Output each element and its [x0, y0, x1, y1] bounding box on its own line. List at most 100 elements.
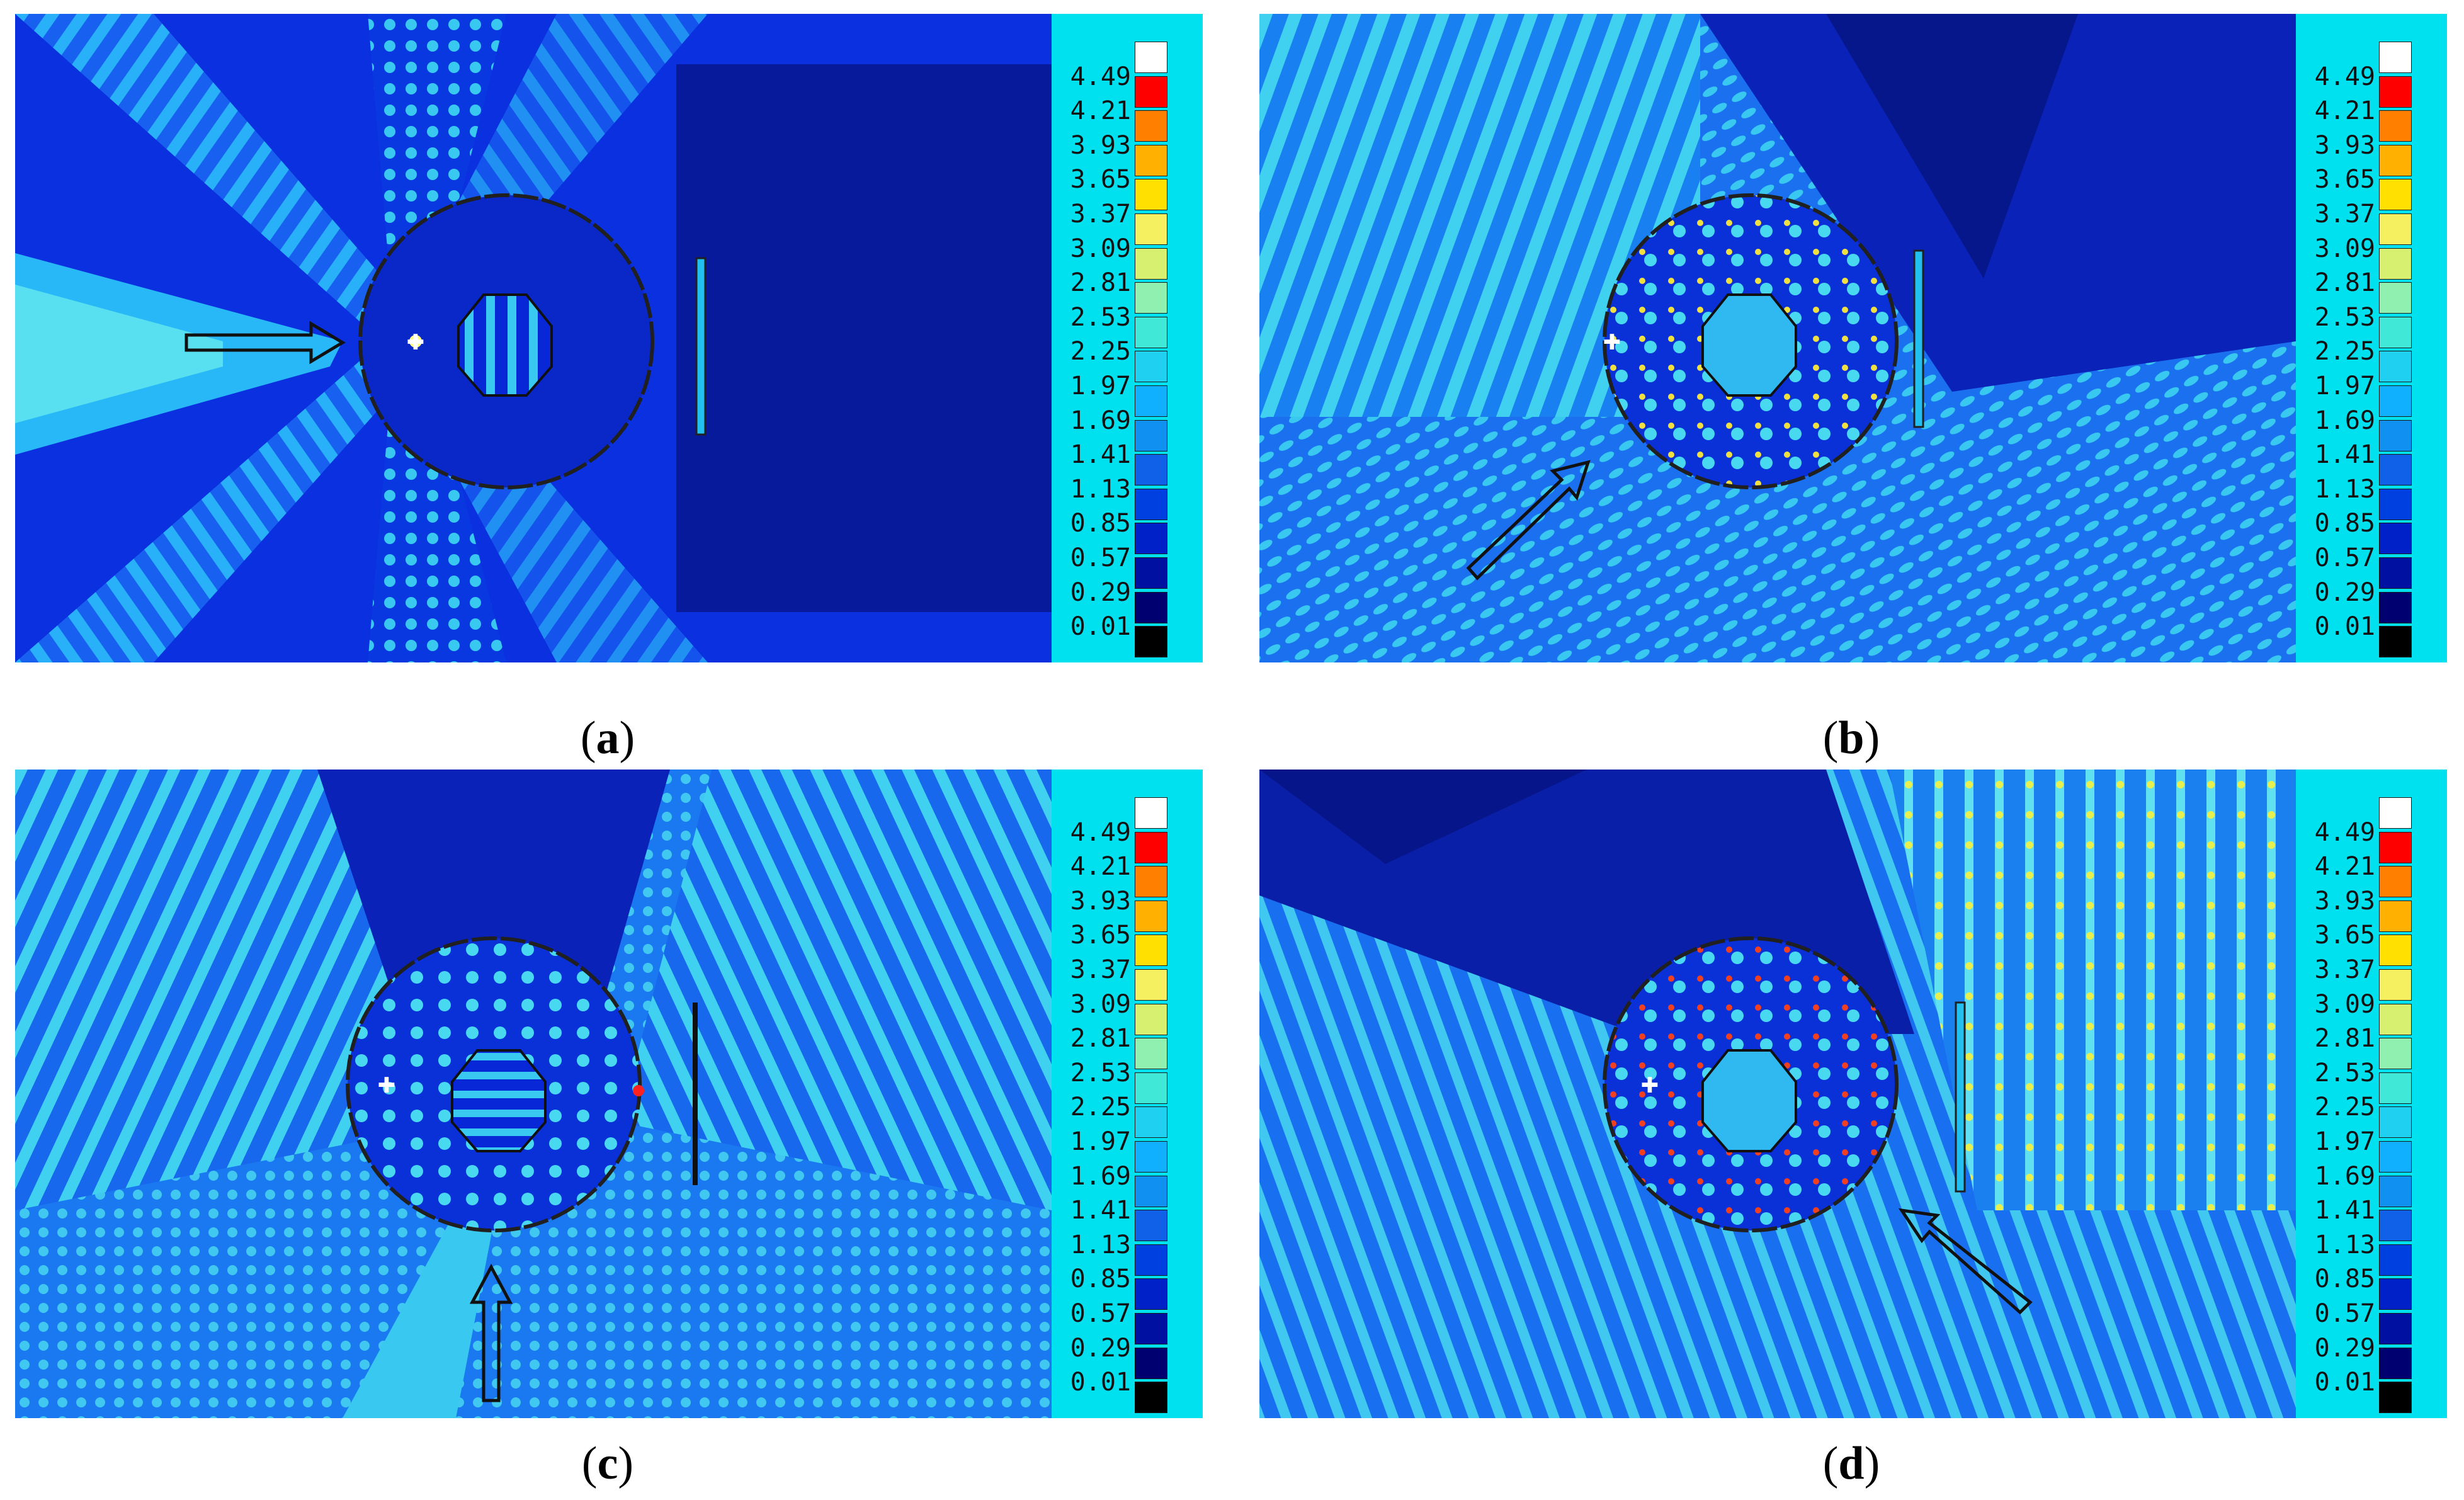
colorbar-swatch — [2379, 1382, 2412, 1414]
colorbar-swatch — [1135, 76, 1167, 108]
barrier — [1913, 249, 1924, 428]
colorbar-swatch — [1135, 969, 1167, 1001]
colorbar-tick-label: 3.93 — [2314, 886, 2375, 916]
colorbar-tick-label: 4.49 — [1070, 62, 1131, 91]
colorbar-swatch — [2379, 351, 2412, 383]
colorbar-swatch — [2379, 76, 2412, 108]
colorbar-swatch — [2379, 144, 2412, 176]
colorbar-tick-label: 1.41 — [1070, 1196, 1131, 1225]
heatmap-d: ✚ — [1259, 770, 2296, 1418]
colorbar-swatch — [2379, 523, 2412, 555]
colorbar-swatch — [1135, 626, 1167, 658]
colorbar-swatch — [2379, 454, 2412, 486]
colorbar-swatch — [1135, 419, 1167, 452]
colorbar-tick-label: 2.81 — [2314, 1024, 2375, 1054]
colorbar-swatch — [1135, 900, 1167, 932]
heatmap-b-svg: ✚ — [1259, 14, 2296, 662]
colorbar-tick-label: 1.69 — [2314, 406, 2375, 435]
circular-breakwater — [1603, 936, 1899, 1232]
colorbar-tick-label: 3.65 — [2314, 921, 2375, 950]
colorbar-swatch — [2379, 900, 2412, 932]
colorbar-swatch — [1135, 144, 1167, 176]
colorbar-swatch — [1135, 351, 1167, 383]
caption-a-letter: a — [596, 712, 620, 764]
colorbar-swatch — [1135, 1072, 1167, 1104]
colorbar-tick-label: 3.65 — [1070, 165, 1131, 195]
barrier — [1955, 1001, 1966, 1193]
colorbar-tick-label: 3.09 — [2314, 234, 2375, 263]
heatmap-c: ✚ — [15, 770, 1052, 1418]
colorbar-tick-label: 1.13 — [2314, 474, 2375, 504]
colorbar-swatch — [2379, 282, 2412, 314]
colorbar-swatch — [2379, 247, 2412, 280]
svg-text:✚: ✚ — [378, 1073, 396, 1098]
octagonal-structure — [451, 1049, 547, 1152]
colorbar-swatch — [2379, 935, 2412, 967]
colorbar-tick-label: 0.29 — [2314, 577, 2375, 607]
heatmap-c-svg: ✚ — [15, 770, 1052, 1418]
colorbar-swatch — [2379, 316, 2412, 348]
colorbar-swatch — [2379, 831, 2412, 863]
colorbar-swatch — [2379, 1072, 2412, 1104]
heatmap-a: ✚ — [15, 14, 1052, 662]
colorbar-swatch — [1135, 1175, 1167, 1207]
colorbar-swatch — [2379, 1106, 2412, 1139]
circular-breakwater — [1603, 193, 1899, 489]
colorbar-tick-label: 1.97 — [2314, 372, 2375, 401]
svg-text:✚: ✚ — [1641, 1073, 1659, 1098]
colorbar-swatch — [1135, 110, 1167, 142]
colorbar-swatch — [1135, 1347, 1167, 1379]
colorbar-tick-label: 3.37 — [1070, 200, 1131, 229]
colorbar-tick-label: 1.69 — [1070, 406, 1131, 435]
barrier — [693, 1003, 698, 1185]
colorbar-tick-label: 0.57 — [1070, 543, 1131, 572]
colorbar-tick-label: 1.97 — [2314, 1127, 2375, 1156]
colorbar-tick-label: 4.21 — [1070, 96, 1131, 126]
colorbar-tick-label: 0.57 — [2314, 1299, 2375, 1328]
colorbar-tick-label: 4.49 — [2314, 62, 2375, 91]
incident-arrow-d — [1898, 1208, 2033, 1315]
colorbar-tick-label: 4.21 — [2314, 852, 2375, 882]
caption-a: (a) — [580, 712, 635, 764]
incident-arrow-a — [185, 321, 346, 365]
colorbar-swatch — [1135, 866, 1167, 898]
colorbar-swatch — [1135, 1313, 1167, 1344]
colorbar-swatch — [2379, 1141, 2412, 1173]
octagonal-structure — [1701, 1049, 1797, 1152]
colorbar-tick-label: 2.25 — [2314, 1093, 2375, 1122]
colorbar-tick-label: 3.09 — [1070, 234, 1131, 263]
colorbar-swatch — [1135, 1278, 1167, 1310]
colorbar-d: 4.49 4.21 3.93 3.65 3.37 3.09 2.81 2.53 2.25 1.97… — [2296, 770, 2447, 1418]
colorbar-swatch — [1135, 454, 1167, 486]
barrier — [695, 257, 707, 436]
colorbar-swatch — [2379, 1003, 2412, 1035]
colorbar-tick-label: 3.65 — [2314, 165, 2375, 195]
colorbar-tick-label: 0.29 — [1070, 577, 1131, 607]
caption-d-letter: d — [1838, 1438, 1865, 1489]
colorbar-tick-label: 2.81 — [1070, 1024, 1131, 1054]
colorbar-tick-label: 1.97 — [1070, 372, 1131, 401]
colorbar-tick-label: 0.29 — [2314, 1333, 2375, 1363]
circular-breakwater — [346, 936, 642, 1232]
colorbar-swatch — [1135, 591, 1167, 623]
colorbar-swatch — [2379, 179, 2412, 211]
colorbar-tick-label: 1.41 — [2314, 1196, 2375, 1225]
colorbar-top-swatch — [2379, 42, 2412, 73]
colorbar-tick-label: 1.41 — [2314, 440, 2375, 470]
colorbar-tick-label: 4.49 — [1070, 817, 1131, 847]
colorbar-tick-label: 2.53 — [2314, 302, 2375, 332]
colorbar-tick-label: 1.69 — [1070, 1161, 1131, 1191]
colorbar-swatch — [1135, 179, 1167, 211]
caption-d: (d) — [1822, 1438, 1880, 1489]
colorbar-c: 4.49 4.21 3.93 3.65 3.37 3.09 2.81 2.53 2.25 1.97… — [1052, 770, 1203, 1418]
colorbar-tick-label: 2.25 — [1070, 337, 1131, 366]
circular-breakwater — [358, 193, 654, 489]
colorbar-tick-label: 2.81 — [1070, 268, 1131, 298]
colorbar-tick-label: 0.85 — [2314, 1264, 2375, 1294]
colorbar-swatch — [1135, 1106, 1167, 1139]
colorbar-swatch — [2379, 1278, 2412, 1310]
colorbar-tick-label: 3.65 — [1070, 921, 1131, 950]
colorbar-swatch — [1135, 488, 1167, 520]
svg-text:✚: ✚ — [407, 330, 425, 355]
colorbar-tick-label: 3.93 — [1070, 886, 1131, 916]
